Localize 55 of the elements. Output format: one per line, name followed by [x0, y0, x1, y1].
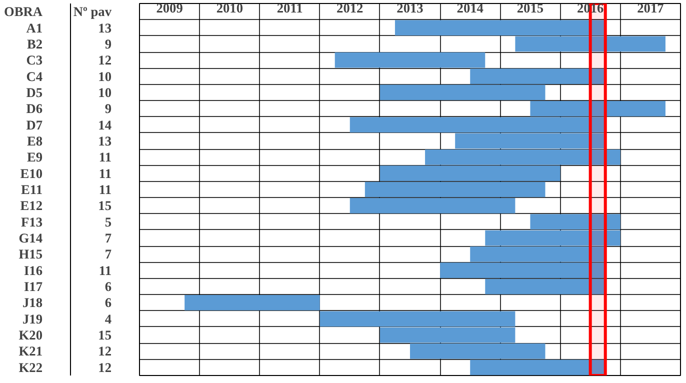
- y2-tick-label: 10: [98, 84, 112, 100]
- y-tick-label: J18: [22, 295, 43, 310]
- y2-tick-label: 11: [98, 262, 112, 278]
- y-tick-label: E10: [20, 166, 43, 181]
- y-tick-label: D5: [26, 84, 43, 100]
- y2-tick-label: 11: [98, 166, 112, 181]
- bar: [184, 295, 320, 310]
- x-tick-label: 2010: [216, 0, 244, 16]
- y2-tick-label: 5: [104, 214, 112, 230]
- x-tick-label: 2014: [456, 0, 484, 16]
- y2-tick-label: 4: [104, 311, 112, 326]
- y2-tick-label: 6: [104, 295, 112, 310]
- y-tick-label: A1: [26, 20, 43, 36]
- x-tick-label: 2009: [156, 0, 184, 16]
- y-tick-label: K20: [18, 328, 43, 343]
- y-tick-label: C3: [26, 52, 43, 68]
- y-tick-label: H15: [18, 246, 43, 262]
- y-tick-label: E11: [21, 182, 42, 197]
- x-tick-label: 2017: [637, 0, 664, 16]
- y2-tick-label: 15: [98, 198, 112, 214]
- y-tick-label: K21: [18, 344, 43, 359]
- y-tick-label: E12: [20, 198, 43, 214]
- y2-tick-label: 12: [98, 360, 112, 375]
- y2-tick-label: 11: [98, 182, 112, 197]
- y-tick-label: C4: [26, 68, 43, 84]
- y-tick-label: E9: [26, 150, 43, 165]
- y2-axis-title: Nº pav: [73, 4, 112, 20]
- y2-tick-label: 7: [104, 230, 112, 246]
- y2-tick-label: 10: [98, 68, 112, 84]
- y2-tick-label: 14: [98, 117, 112, 132]
- y-tick-label: B2: [26, 36, 43, 52]
- y-tick-label: I17: [24, 279, 43, 294]
- y2-tick-label: 9: [104, 36, 112, 52]
- y2-tick-label: 12: [98, 52, 112, 68]
- x-tick-label: 2015: [516, 0, 544, 16]
- y2-tick-label: 13: [98, 133, 112, 148]
- y2-tick-label: 15: [98, 328, 112, 343]
- y-tick-label: I16: [24, 262, 43, 278]
- y2-tick-label: 13: [98, 20, 112, 36]
- x-tick-label: 2013: [396, 0, 424, 16]
- y-axis-title: OBRA: [4, 4, 43, 20]
- y-tick-label: J19: [22, 311, 43, 326]
- x-tick-label: 2011: [276, 0, 303, 16]
- y-tick-label: E8: [26, 133, 43, 148]
- y-tick-label: K22: [18, 360, 43, 375]
- y2-tick-label: 12: [98, 344, 112, 359]
- y-tick-label: G14: [18, 230, 43, 246]
- y2-tick-label: 7: [104, 246, 112, 262]
- y-tick-label: D6: [26, 101, 43, 116]
- y-tick-label: D7: [26, 117, 43, 132]
- y2-tick-label: 11: [98, 150, 112, 165]
- y-tick-label: F13: [21, 214, 43, 230]
- x-tick-label: 2012: [336, 0, 364, 16]
- y2-tick-label: 9: [104, 101, 112, 116]
- y2-tick-label: 6: [104, 279, 112, 294]
